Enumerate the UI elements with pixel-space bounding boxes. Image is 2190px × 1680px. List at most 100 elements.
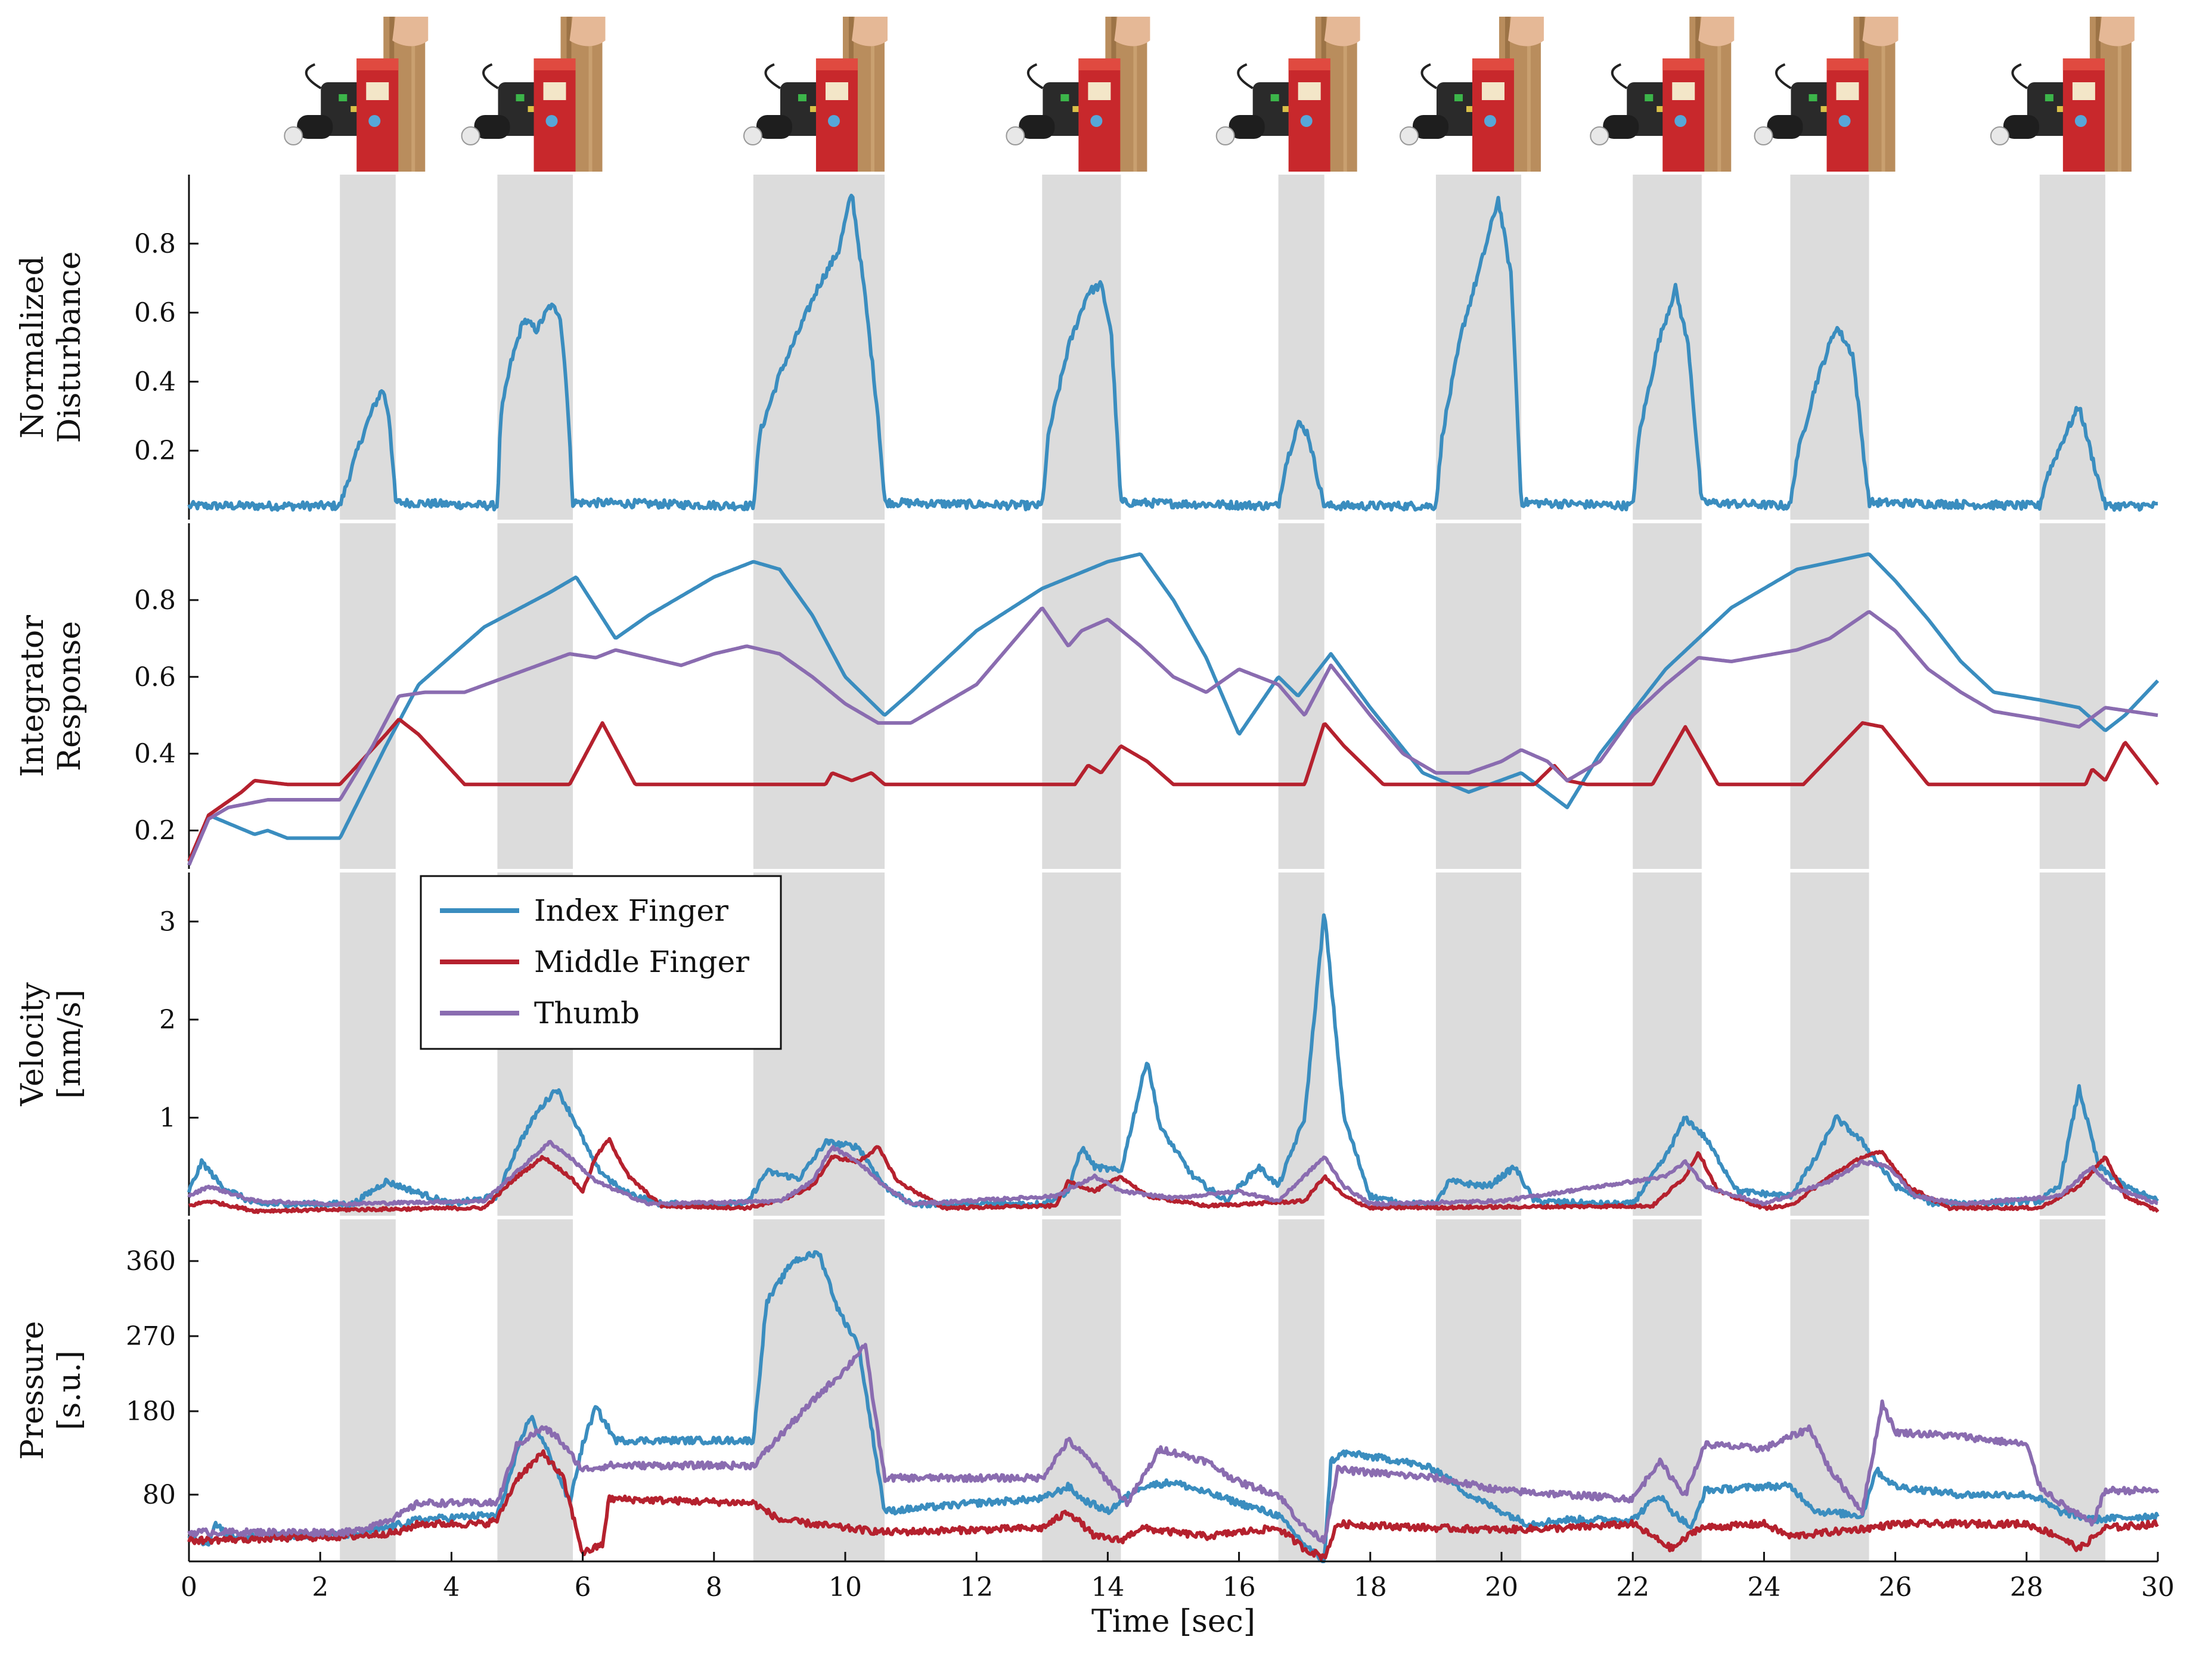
legend-label: Middle Finger (534, 945, 749, 979)
disturbance-interval (1790, 523, 1869, 869)
red-box (356, 58, 399, 172)
robot-wrist (2003, 115, 2039, 139)
robot-wrist (1229, 115, 1265, 139)
x-tick-label: 24 (1747, 1572, 1780, 1603)
y-tick-label: 0.8 (134, 229, 176, 259)
wood-grain (1133, 17, 1137, 172)
y-axis-label: Normalized (15, 256, 51, 439)
red-box (1826, 58, 1869, 172)
robot-wrist (1603, 115, 1639, 139)
disturbance-interval (340, 175, 396, 520)
disturbance-shading (340, 175, 2105, 1561)
disturbance-index-line (187, 194, 2158, 512)
red-box-logo (1090, 115, 1103, 127)
experiment-photo: photo of robot hand holding box, disturb… (1399, 17, 1544, 172)
robot-sensor (2056, 106, 2065, 112)
robot-ball (1006, 126, 1025, 145)
x-tick-label: 28 (2010, 1572, 2043, 1603)
legend-label: Index Finger (534, 893, 728, 928)
wood-grain (1881, 17, 1885, 172)
robot-cable (1611, 63, 1628, 89)
x-tick-label: 18 (1354, 1572, 1387, 1603)
robot-cable (1420, 63, 1437, 89)
x-tick-label: 26 (1879, 1572, 1912, 1603)
disturbance-interval (497, 1219, 573, 1561)
disturbance-interval (1042, 523, 1121, 869)
pressure-middle-line (187, 1449, 2159, 1561)
wood-grain (1717, 17, 1721, 172)
disturbance-interval (1633, 175, 1702, 520)
disturbance-interval (1042, 1219, 1121, 1561)
experiment-photo: photo of robot hand holding box, disturb… (1590, 17, 1735, 172)
human-hand (1698, 17, 1735, 46)
red-box-label (366, 82, 389, 100)
red-box-top (533, 58, 576, 70)
y-tick-label: 0.4 (134, 739, 176, 769)
robot-sensor (1270, 94, 1279, 101)
experiment-photo: photo of robot hand holding box, disturb… (743, 17, 888, 172)
y-tick-label: 0.6 (134, 298, 176, 328)
robot-ball (1754, 126, 1773, 145)
robot-ball (1990, 126, 2009, 145)
experiment-photo: photo of robot hand holding box, disturb… (1754, 17, 1899, 172)
experiment-photo: photo of robot hand holding box, disturb… (1006, 17, 1150, 172)
disturbance-interval (2039, 872, 2105, 1216)
legend: Index Finger Middle Finger Thumb (420, 875, 782, 1050)
velocity-thumb-line (187, 1139, 2158, 1207)
x-tick-label: 4 (443, 1572, 460, 1603)
robot-sensor (339, 94, 348, 101)
robot-ball (1399, 126, 1419, 145)
red-box-logo (1300, 115, 1313, 127)
wood-grain (870, 17, 874, 172)
velocity-index-line (187, 913, 2159, 1209)
human-hand (851, 17, 888, 46)
disturbance-interval (497, 523, 573, 869)
wood-grain (2117, 17, 2121, 172)
red-box-label (2072, 82, 2095, 100)
disturbance-interval (1278, 523, 1324, 869)
x-tick-label: 0 (181, 1572, 197, 1603)
wood-grain (1527, 17, 1531, 172)
red-box (1472, 58, 1514, 172)
x-tick-label: 20 (1485, 1572, 1518, 1603)
robot-wrist (1019, 115, 1055, 139)
red-box-label (1298, 82, 1321, 100)
disturbance-interval (1042, 175, 1121, 520)
red-box-logo (2074, 115, 2087, 127)
x-tick-label: 6 (575, 1572, 591, 1603)
robot-wrist (756, 115, 792, 139)
robot-sensor (528, 106, 536, 112)
robot-sensor (798, 94, 806, 101)
robot-sensor (1466, 106, 1475, 112)
robot-wrist (1767, 115, 1803, 139)
x-tick-label: 10 (829, 1572, 862, 1603)
disturbance-interval (753, 1219, 885, 1561)
red-box-top (356, 58, 399, 70)
human-hand (392, 17, 429, 46)
robot-sensor (1645, 94, 1654, 101)
red-box-top (1078, 58, 1121, 70)
red-box-top (1662, 58, 1705, 70)
red-box (2062, 58, 2105, 172)
disturbance-interval (1435, 872, 1522, 1216)
robot-sensor (1657, 106, 1665, 112)
wood-grain (1343, 17, 1347, 172)
wood-grain (588, 17, 593, 172)
y-tick-label: 0.2 (134, 816, 176, 846)
human-hand (1862, 17, 1899, 46)
red-box-logo (827, 115, 840, 127)
disturbance-interval (1435, 1219, 1522, 1561)
red-box (533, 58, 576, 172)
disturbance-interval (497, 175, 573, 520)
red-box-logo (368, 115, 381, 127)
red-box-label (1088, 82, 1111, 100)
velocity-middle-line (188, 1136, 2160, 1215)
red-box-label (543, 82, 566, 100)
robot-sensor (1809, 94, 1817, 101)
panel-gap (188, 520, 2159, 523)
red-box-label (1481, 82, 1505, 100)
robot-ball (1215, 126, 1235, 145)
y-axis-label: [mm/s] (52, 989, 88, 1098)
disturbance-interval (1633, 872, 1702, 1216)
